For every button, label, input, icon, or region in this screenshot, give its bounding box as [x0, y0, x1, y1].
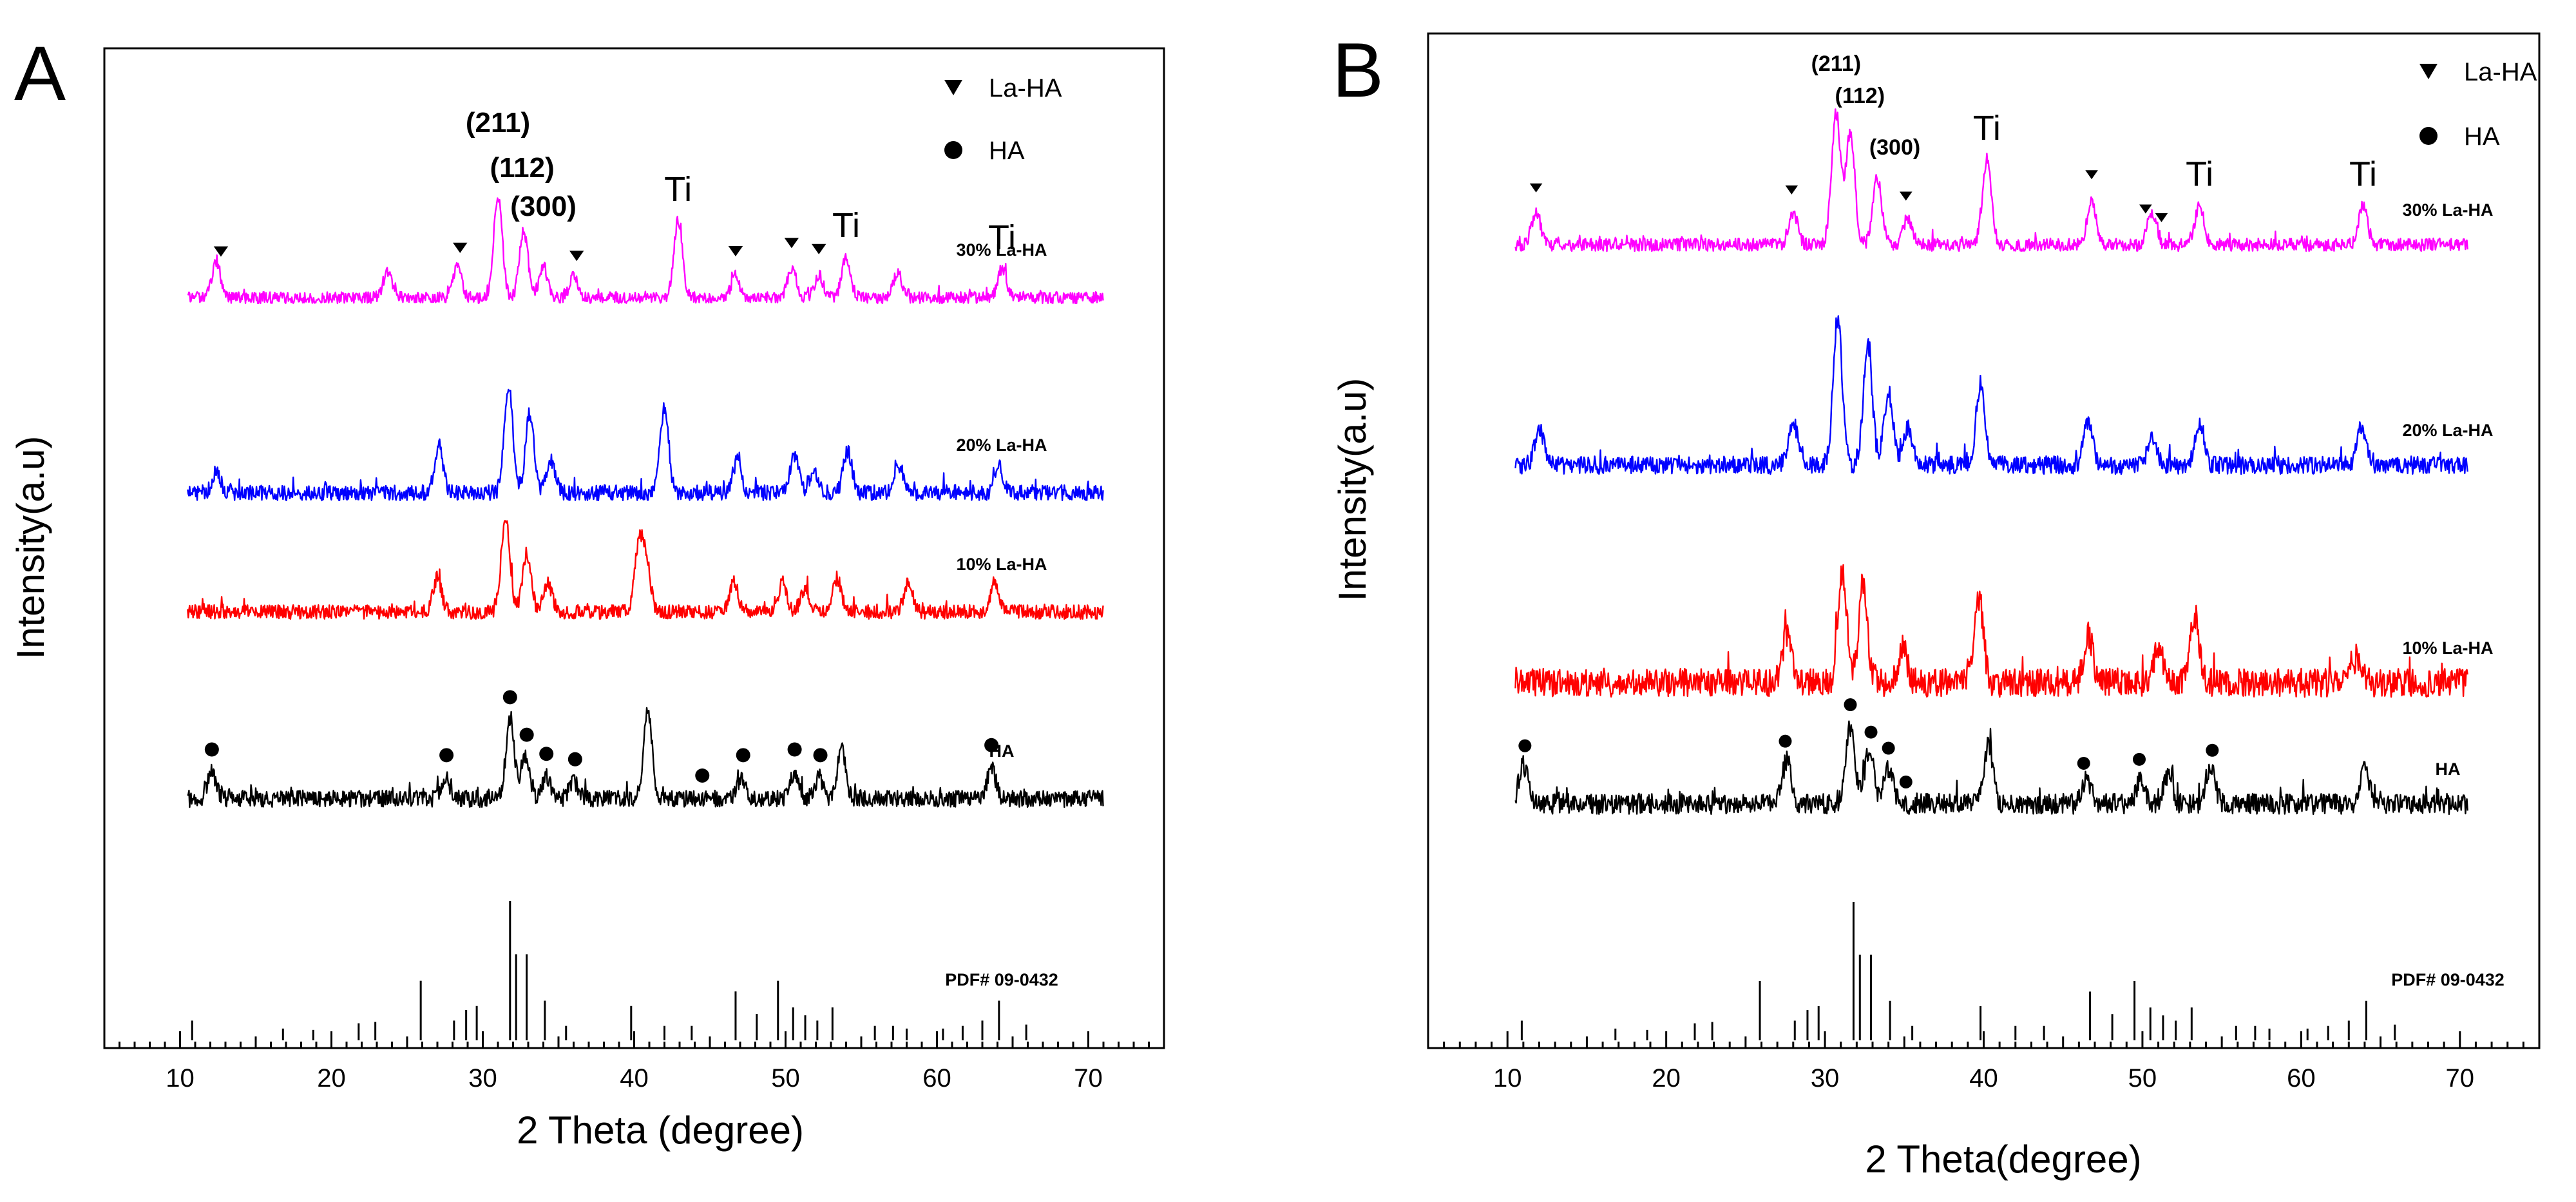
- reference-label: PDF# 09-0432: [945, 970, 1058, 989]
- x-tick-label: 10: [166, 1064, 195, 1092]
- ti-annotation: Ti: [1973, 109, 2001, 148]
- ha-peak-marker: [813, 748, 828, 763]
- x-axis-title: 2 Theta (degree): [517, 1109, 804, 1152]
- hkl-annotation: (211): [466, 107, 530, 138]
- la-ha-peak-marker: [784, 238, 799, 249]
- y-axis-title: Intensity(a.u): [9, 436, 52, 660]
- hkl-annotation: (112): [490, 152, 554, 184]
- legend-triangle-marker: [2419, 64, 2438, 79]
- y-axis-title: Intensity(a.u): [1331, 378, 1374, 602]
- reference-label: PDF# 09-0432: [2391, 970, 2504, 989]
- series-label: 30% La-HA: [956, 240, 1047, 260]
- hkl-annotation: (112): [1835, 84, 1885, 108]
- ha-peak-marker: [519, 727, 534, 742]
- legend-circle-marker: [944, 141, 962, 159]
- hkl-annotation: (300): [510, 191, 577, 222]
- x-tick-label: 50: [771, 1064, 800, 1092]
- xrd-trace-20-la-ha: [1514, 315, 2468, 475]
- ti-annotation: Ti: [2349, 155, 2377, 194]
- la-ha-peak-marker: [2155, 213, 2168, 222]
- ha-peak-marker: [1882, 741, 1895, 755]
- legend-label-ha: HA: [2464, 122, 2500, 151]
- series-label: 30% La-HA: [2402, 200, 2493, 220]
- legend-label-ha: HA: [989, 137, 1025, 165]
- xrd-trace-ha: [1514, 720, 2468, 816]
- la-ha-peak-marker: [2139, 204, 2152, 214]
- hkl-annotation: (300): [1869, 135, 1920, 160]
- ha-peak-marker: [1844, 698, 1857, 711]
- ha-peak-marker: [1518, 739, 1532, 752]
- ha-peak-marker: [2077, 756, 2090, 770]
- x-tick-label: 20: [1652, 1064, 1681, 1092]
- legend-label-la-ha: La-HA: [2464, 58, 2537, 86]
- la-ha-peak-marker: [1785, 185, 1798, 195]
- la-ha-peak-marker: [569, 251, 584, 262]
- legend-triangle-marker: [944, 80, 962, 95]
- ti-annotation: Ti: [832, 206, 860, 245]
- ti-annotation: Ti: [664, 170, 692, 209]
- ha-peak-marker: [1899, 775, 1913, 788]
- ha-peak-marker: [539, 747, 554, 761]
- x-tick-label: 40: [620, 1064, 649, 1092]
- ti-annotation: Ti: [2186, 155, 2213, 194]
- xrd-trace-20-la-ha: [187, 388, 1104, 502]
- series-label: HA: [2436, 759, 2461, 779]
- x-tick-label: 30: [1811, 1064, 1840, 1092]
- ha-peak-marker: [787, 742, 802, 757]
- ha-peak-marker: [568, 752, 582, 767]
- la-ha-peak-marker: [213, 246, 229, 257]
- ha-peak-marker: [2133, 752, 2146, 766]
- ha-peak-marker: [984, 738, 999, 752]
- legend-circle-marker: [2419, 127, 2438, 145]
- ha-peak-marker: [736, 748, 750, 763]
- series-label: 20% La-HA: [2402, 421, 2493, 440]
- x-tick-label: 30: [468, 1064, 497, 1092]
- series-label: 10% La-HA: [956, 555, 1047, 574]
- panel-letter: A: [14, 30, 66, 117]
- ha-peak-marker: [204, 742, 219, 757]
- xrd-trace-10-la-ha: [187, 520, 1104, 620]
- xrd-trace-10-la-ha: [1514, 564, 2468, 698]
- x-tick-label: 20: [317, 1064, 346, 1092]
- panel-letter: B: [1332, 27, 1384, 113]
- series-label: 10% La-HA: [2402, 638, 2493, 658]
- ha-peak-marker: [695, 768, 710, 783]
- x-tick-label: 10: [1493, 1064, 1522, 1092]
- ha-peak-marker: [1864, 725, 1878, 739]
- la-ha-peak-marker: [2085, 170, 2098, 180]
- legend-label-la-ha: La-HA: [989, 74, 1062, 102]
- x-tick-label: 70: [1074, 1064, 1103, 1092]
- panel-a: A 10 20 30 40 50 60 70 2 Theta (degree) Intensity…: [9, 30, 1165, 1152]
- la-ha-peak-marker: [1529, 183, 1543, 193]
- x-tick-label: 50: [2128, 1064, 2157, 1092]
- la-ha-peak-marker: [728, 246, 743, 256]
- x-tick-label: 70: [2446, 1064, 2475, 1092]
- ti-annotation: Ti: [988, 218, 1016, 257]
- la-ha-peak-marker: [1899, 191, 1913, 201]
- ha-peak-marker: [1779, 734, 1792, 748]
- xrd-trace-30-la-ha: [1514, 108, 2468, 253]
- ha-peak-marker: [2206, 743, 2219, 757]
- hkl-annotation: (211): [1811, 52, 1862, 76]
- la-ha-peak-marker: [453, 242, 468, 253]
- x-tick-label: 60: [2287, 1064, 2316, 1092]
- xrd-trace-30-la-ha: [187, 197, 1104, 305]
- xrd-trace-ha: [187, 707, 1104, 808]
- x-tick-label: 40: [1969, 1064, 1998, 1092]
- panel-b: B 10 20 30 40 50 60 70 2 Theta(degree) Intensity(…: [1331, 27, 2541, 1181]
- ha-peak-marker: [502, 690, 517, 705]
- ha-peak-marker: [439, 748, 454, 763]
- la-ha-peak-marker: [812, 243, 826, 254]
- series-label: 20% La-HA: [956, 435, 1047, 455]
- x-axis-title: 2 Theta(degree): [1865, 1138, 2141, 1181]
- x-tick-label: 60: [922, 1064, 951, 1092]
